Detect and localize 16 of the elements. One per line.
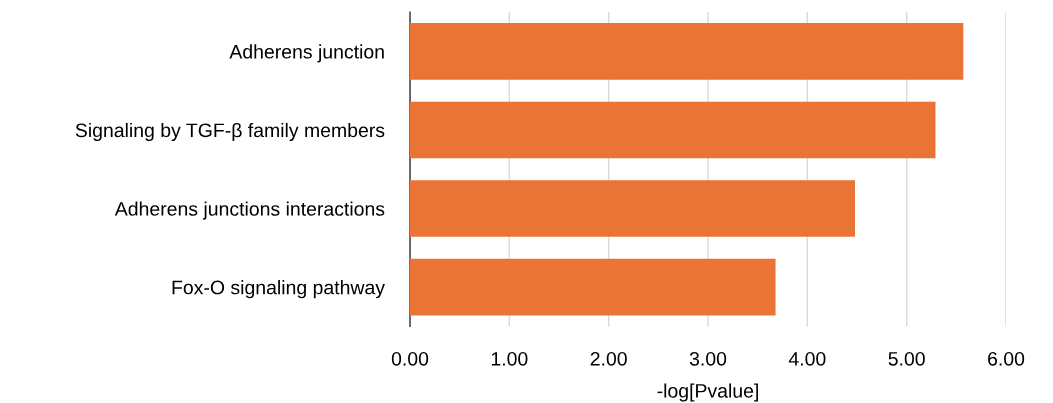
bar — [410, 258, 776, 316]
bar — [410, 180, 856, 237]
x-tick-label: 5.00 — [888, 351, 925, 366]
y-tick-label: Adherens junctions interactions — [114, 201, 385, 220]
x-tick-label: 4.00 — [788, 351, 826, 366]
x-tick-label: 6.00 — [988, 351, 1025, 366]
y-tick-label: Adherens junction — [229, 44, 384, 63]
x-tick-label: 2.00 — [590, 351, 627, 366]
x-tick-label: 0.00 — [391, 351, 429, 366]
x-axis-title: -log[Pvalue] — [657, 383, 758, 402]
bar — [410, 101, 936, 159]
y-tick-label: Fox-O signaling pathway — [172, 280, 385, 299]
x-tick-label: 3.00 — [689, 351, 727, 366]
x-tick-label: 1.00 — [491, 351, 528, 366]
y-tick-label: Signaling by TGF-β family members — [75, 122, 385, 142]
bar — [410, 23, 964, 80]
